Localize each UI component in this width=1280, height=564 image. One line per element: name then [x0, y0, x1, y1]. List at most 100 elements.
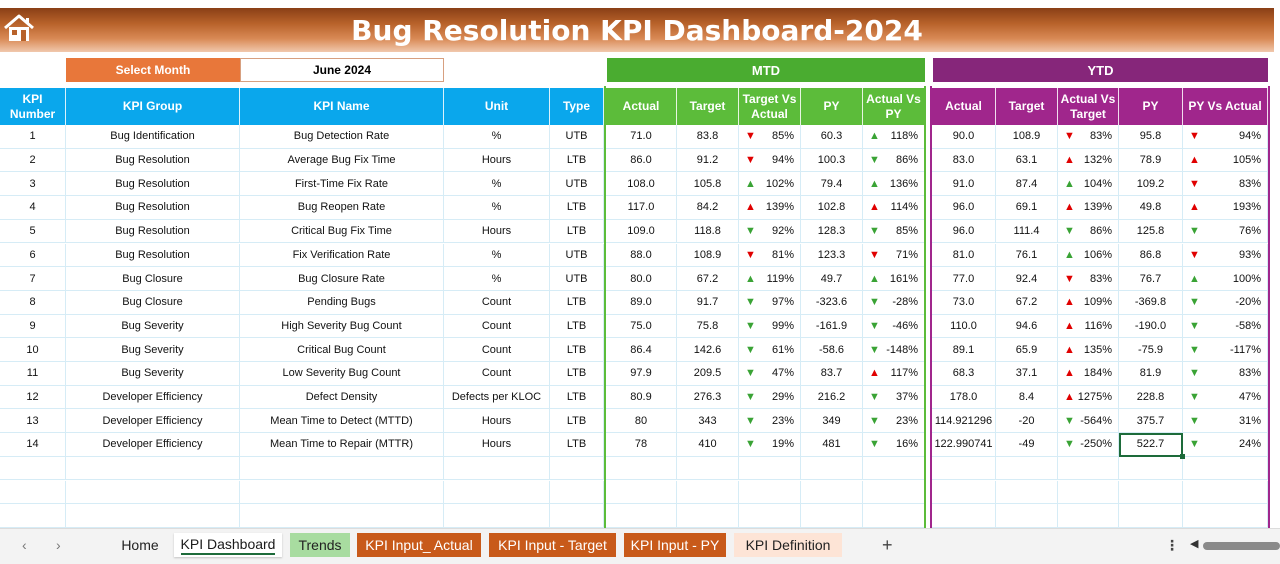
- cell-ytd-avt[interactable]: ▲ 132%: [1058, 148, 1119, 173]
- cell-group[interactable]: Developer Efficiency: [66, 409, 240, 434]
- cell-ytd-pva[interactable]: ▲ 105%: [1183, 148, 1268, 173]
- cell-ytd-actual[interactable]: 91.0: [932, 172, 996, 197]
- cell-type[interactable]: LTB: [550, 196, 604, 220]
- cell-ytd-py[interactable]: 81.9: [1119, 362, 1183, 386]
- cell-mtd-target[interactable]: 276.3: [677, 385, 739, 410]
- cell-ytd-py[interactable]: 49.8: [1119, 196, 1183, 220]
- cell-ytd-py[interactable]: 125.8: [1119, 219, 1183, 244]
- cell-ytd-target[interactable]: [996, 504, 1058, 528]
- cell-num[interactable]: [0, 456, 66, 481]
- cell-group[interactable]: [66, 480, 240, 505]
- cell-mtd-py[interactable]: 102.8: [801, 196, 863, 220]
- cell-ytd-target[interactable]: 92.4: [996, 267, 1058, 291]
- cell-mtd-py[interactable]: [801, 480, 863, 505]
- cell-ytd-avt[interactable]: ▲ 116%: [1058, 314, 1119, 339]
- cell-ytd-avt[interactable]: [1058, 504, 1119, 528]
- cell-mtd-tva[interactable]: ▼ 61%: [739, 338, 801, 362]
- cell-name[interactable]: Defect Density: [240, 385, 444, 410]
- cell-mtd-tva[interactable]: ▼ 29%: [739, 385, 801, 410]
- cell-ytd-pva[interactable]: ▼ 83%: [1183, 362, 1268, 386]
- cell-type[interactable]: LTB: [550, 362, 604, 386]
- cell-num[interactable]: 12: [0, 385, 66, 410]
- cell-ytd-py[interactable]: 76.7: [1119, 267, 1183, 291]
- cell-mtd-avpy[interactable]: ▲ 136%: [863, 172, 925, 197]
- cell-ytd-actual[interactable]: [932, 456, 996, 481]
- cell-group[interactable]: Bug Severity: [66, 362, 240, 386]
- cell-ytd-avt[interactable]: [1058, 456, 1119, 481]
- cell-ytd-avt[interactable]: [1058, 480, 1119, 505]
- cell-ytd-pva[interactable]: ▲ 100%: [1183, 267, 1268, 291]
- cell-mtd-avpy[interactable]: ▼ 23%: [863, 409, 925, 434]
- cell-unit[interactable]: Count: [444, 362, 550, 386]
- cell-ytd-pva[interactable]: ▼ -117%: [1183, 338, 1268, 362]
- cell-name[interactable]: Pending Bugs: [240, 290, 444, 315]
- cell-group[interactable]: Bug Resolution: [66, 219, 240, 244]
- cell-num[interactable]: 2: [0, 148, 66, 173]
- cell-mtd-py[interactable]: [801, 456, 863, 481]
- cell-mtd-tva[interactable]: ▼ 19%: [739, 433, 801, 457]
- cell-ytd-py[interactable]: 228.8: [1119, 385, 1183, 410]
- cell-unit[interactable]: Hours: [444, 433, 550, 457]
- cell-mtd-target[interactable]: 91.2: [677, 148, 739, 173]
- cell-type[interactable]: UTB: [550, 125, 604, 149]
- cell-ytd-actual[interactable]: 81.0: [932, 243, 996, 268]
- cell-name[interactable]: Low Severity Bug Count: [240, 362, 444, 386]
- cell-mtd-actual[interactable]: 108.0: [606, 172, 677, 197]
- cell-ytd-pva[interactable]: ▼ -58%: [1183, 314, 1268, 339]
- sheet-tab-trends[interactable]: Trends: [290, 533, 350, 557]
- cell-mtd-tva[interactable]: ▲ 139%: [739, 196, 801, 220]
- cell-num[interactable]: 13: [0, 409, 66, 434]
- cell-ytd-avt[interactable]: ▼ -250%: [1058, 433, 1119, 457]
- cell-ytd-py[interactable]: 78.9: [1119, 148, 1183, 173]
- cell-mtd-target[interactable]: 75.8: [677, 314, 739, 339]
- cell-ytd-actual[interactable]: 73.0: [932, 290, 996, 315]
- cell-ytd-pva[interactable]: [1183, 480, 1268, 505]
- cell-ytd-py[interactable]: [1119, 504, 1183, 528]
- cell-unit[interactable]: [444, 504, 550, 528]
- cell-mtd-tva[interactable]: [739, 504, 801, 528]
- cell-mtd-target[interactable]: 343: [677, 409, 739, 434]
- cell-ytd-avt[interactable]: ▼ 83%: [1058, 267, 1119, 291]
- cell-ytd-actual[interactable]: 96.0: [932, 219, 996, 244]
- cell-ytd-py[interactable]: -75.9: [1119, 338, 1183, 362]
- cell-num[interactable]: 8: [0, 290, 66, 315]
- cell-name[interactable]: Critical Bug Count: [240, 338, 444, 362]
- cell-mtd-py[interactable]: 79.4: [801, 172, 863, 197]
- cell-mtd-py[interactable]: -323.6: [801, 290, 863, 315]
- cell-unit[interactable]: Hours: [444, 219, 550, 244]
- cell-group[interactable]: Bug Resolution: [66, 172, 240, 197]
- cell-ytd-avt[interactable]: ▲ 1275%: [1058, 385, 1119, 410]
- month-selector[interactable]: June 2024: [240, 58, 444, 82]
- cell-type[interactable]: UTB: [550, 172, 604, 197]
- cell-name[interactable]: Mean Time to Repair (MTTR): [240, 433, 444, 457]
- cell-unit[interactable]: %: [444, 243, 550, 268]
- cell-ytd-actual[interactable]: 178.0: [932, 385, 996, 410]
- cell-mtd-actual[interactable]: 80: [606, 409, 677, 434]
- cell-ytd-pva[interactable]: ▼ 83%: [1183, 172, 1268, 197]
- cell-ytd-actual[interactable]: 96.0: [932, 196, 996, 220]
- cell-num[interactable]: 1: [0, 125, 66, 149]
- cell-unit[interactable]: Hours: [444, 409, 550, 434]
- cell-mtd-actual[interactable]: 71.0: [606, 125, 677, 149]
- cell-group[interactable]: [66, 456, 240, 481]
- cell-mtd-py[interactable]: 49.7: [801, 267, 863, 291]
- cell-mtd-actual[interactable]: 88.0: [606, 243, 677, 268]
- cell-num[interactable]: 7: [0, 267, 66, 291]
- cell-mtd-py[interactable]: -58.6: [801, 338, 863, 362]
- cell-mtd-avpy[interactable]: [863, 480, 925, 505]
- cell-name[interactable]: [240, 456, 444, 481]
- cell-ytd-avt[interactable]: ▲ 106%: [1058, 243, 1119, 268]
- cell-mtd-avpy[interactable]: ▼ 86%: [863, 148, 925, 173]
- cell-ytd-target[interactable]: -20: [996, 409, 1058, 434]
- cell-mtd-target[interactable]: 91.7: [677, 290, 739, 315]
- cell-num[interactable]: 5: [0, 219, 66, 244]
- cell-ytd-pva[interactable]: [1183, 456, 1268, 481]
- cell-ytd-target[interactable]: 67.2: [996, 290, 1058, 315]
- cell-mtd-actual[interactable]: [606, 480, 677, 505]
- cell-mtd-actual[interactable]: 78: [606, 433, 677, 457]
- cell-ytd-py[interactable]: [1119, 456, 1183, 481]
- cell-mtd-avpy[interactable]: ▲ 117%: [863, 362, 925, 386]
- cell-type[interactable]: LTB: [550, 385, 604, 410]
- cell-group[interactable]: Bug Resolution: [66, 196, 240, 220]
- cell-ytd-target[interactable]: 108.9: [996, 125, 1058, 149]
